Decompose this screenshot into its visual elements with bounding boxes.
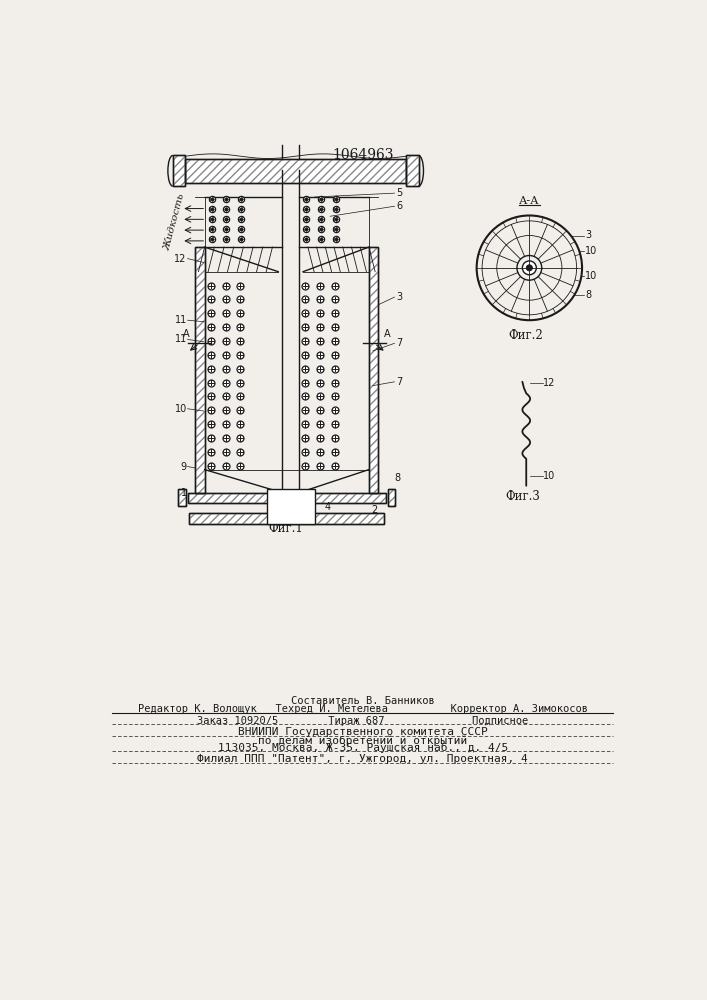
Text: 2: 2 [371, 505, 378, 515]
Bar [267, 489, 315, 524]
Bar [189, 513, 385, 524]
Text: 8: 8 [585, 290, 591, 300]
Circle shape [526, 265, 532, 271]
Bar [406, 155, 419, 186]
Bar [178, 489, 186, 506]
Bar [178, 489, 186, 506]
Bar [173, 155, 185, 186]
Bar [195, 247, 204, 493]
Text: 5: 5 [396, 188, 402, 198]
Text: 10: 10 [543, 471, 556, 481]
Bar [185, 158, 406, 183]
Bar [406, 155, 419, 186]
Bar [178, 489, 186, 506]
Bar [173, 155, 185, 186]
Text: Филиал ППП "Патент", г. Ужгород, ул. Проектная, 4: Филиал ППП "Патент", г. Ужгород, ул. Про… [197, 754, 528, 764]
Text: Пар: Пар [281, 514, 300, 523]
Text: по делам изобретений и открытий: по делам изобретений и открытий [258, 736, 467, 746]
Text: 10: 10 [585, 246, 597, 256]
Text: Составитель В. Банников: Составитель В. Банников [291, 696, 435, 706]
Text: 6: 6 [396, 201, 402, 211]
Bar [189, 513, 385, 524]
Bar [189, 513, 385, 524]
Circle shape [522, 261, 537, 275]
Bar [387, 489, 395, 506]
Text: Фиг.2: Фиг.2 [508, 329, 543, 342]
Text: 9: 9 [181, 462, 187, 472]
Bar [173, 155, 185, 186]
Bar [185, 158, 406, 183]
Bar [387, 489, 395, 506]
Text: 12: 12 [543, 378, 556, 388]
Text: 7: 7 [396, 377, 402, 387]
Bar [406, 155, 419, 186]
Bar [187, 493, 386, 503]
Text: Фиг.1: Фиг.1 [269, 522, 303, 535]
Text: ВНИИПИ Государственного комитета СССР: ВНИИПИ Государственного комитета СССР [238, 727, 488, 737]
Text: А: А [384, 329, 391, 339]
Bar [187, 493, 386, 503]
Text: 11: 11 [175, 315, 187, 325]
Text: 1064963: 1064963 [332, 148, 394, 162]
Bar [185, 158, 406, 183]
Text: 8: 8 [395, 473, 401, 483]
Bar [387, 489, 395, 506]
Text: Заказ 10920/5        Тираж 687              Подписное: Заказ 10920/5 Тираж 687 Подписное [197, 716, 528, 726]
Text: 12: 12 [175, 254, 187, 264]
Text: Фиг.3: Фиг.3 [505, 490, 540, 503]
Bar [195, 247, 204, 493]
Text: 113035, Москва, Ж-35, Раушская наб., д. 4/5: 113035, Москва, Ж-35, Раушская наб., д. … [218, 743, 508, 753]
Text: А-А: А-А [519, 196, 539, 206]
Text: 4: 4 [325, 502, 331, 512]
Text: 11: 11 [175, 334, 187, 344]
Bar [369, 247, 378, 493]
Bar [369, 247, 378, 493]
Text: Жидкость: Жидкость [163, 192, 187, 251]
Bar [195, 247, 204, 493]
Text: 3: 3 [396, 292, 402, 302]
Text: Редактор К. Волощук   Техред И. Метелева          Корректор А. Зимокосов: Редактор К. Волощук Техред И. Метелева К… [138, 704, 588, 714]
Text: 1: 1 [181, 488, 187, 498]
Bar [369, 247, 378, 493]
Bar [187, 493, 386, 503]
Text: 10: 10 [585, 271, 597, 281]
Text: 7: 7 [396, 338, 402, 348]
Text: 10: 10 [175, 404, 187, 414]
Text: 3: 3 [585, 231, 591, 240]
Text: А: А [182, 329, 189, 339]
